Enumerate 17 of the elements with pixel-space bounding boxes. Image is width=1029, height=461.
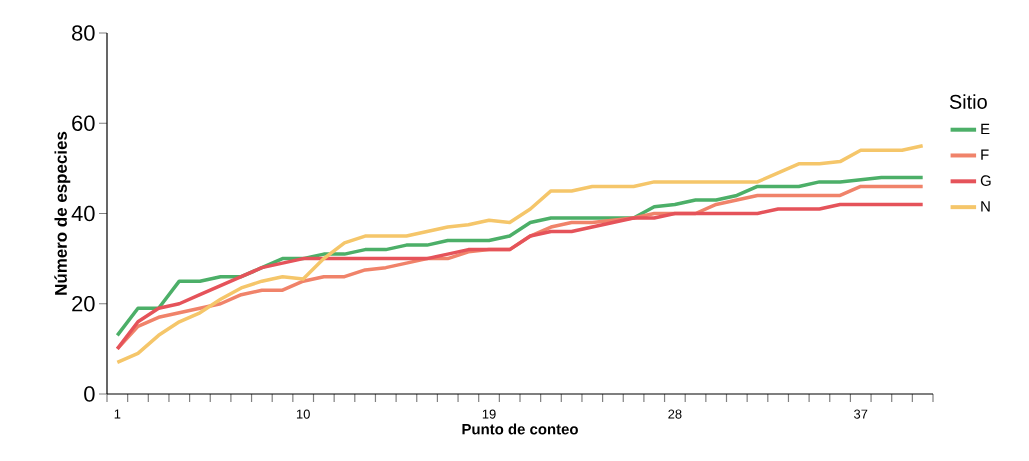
- legend-title: Sitio: [949, 94, 987, 109]
- x-tick-label: 28: [668, 409, 682, 419]
- legend-label: E: [981, 123, 990, 135]
- y-tick-label: 20: [72, 295, 95, 312]
- y-tick-label: 80: [72, 25, 95, 41]
- x-tick-label: 37: [854, 409, 868, 419]
- y-tick-label: 40: [71, 205, 95, 222]
- legend-label: G: [980, 175, 991, 186]
- y-tick-label: 0: [84, 386, 95, 402]
- x-tick-label: 19: [482, 409, 496, 419]
- y-axis-title: Número de especies: [54, 131, 71, 295]
- x-tick-label: 10: [296, 409, 310, 419]
- x-axis-title: Punto de conteo: [462, 423, 578, 435]
- legend-label: F: [981, 149, 989, 160]
- y-tick-label: 60: [72, 115, 95, 132]
- legend-label: N: [981, 201, 990, 212]
- x-tick-label: 1: [114, 409, 121, 419]
